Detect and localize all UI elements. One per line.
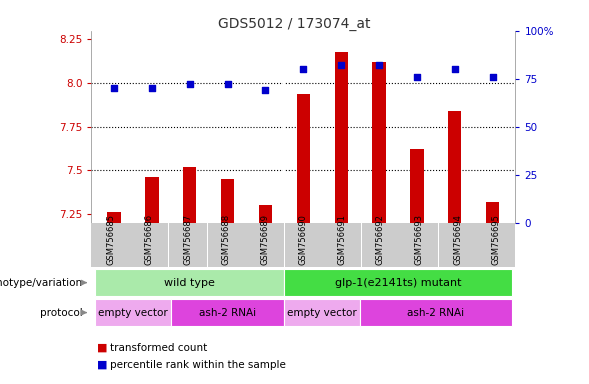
Bar: [448, 111, 461, 223]
Point: [223, 81, 232, 88]
Bar: [145, 177, 158, 223]
Text: protocol: protocol: [39, 308, 82, 318]
Point: [450, 66, 459, 72]
Bar: [335, 52, 348, 223]
Text: GDS5012 / 173074_at: GDS5012 / 173074_at: [219, 17, 370, 31]
Text: ash-2 RNAi: ash-2 RNAi: [199, 308, 256, 318]
Point: [110, 85, 119, 91]
Text: GSM756691: GSM756691: [337, 214, 346, 265]
Text: GSM756687: GSM756687: [183, 214, 192, 265]
Text: percentile rank within the sample: percentile rank within the sample: [110, 360, 286, 370]
Text: GSM756692: GSM756692: [376, 214, 385, 265]
Text: GSM756690: GSM756690: [299, 214, 308, 265]
Text: GSM756686: GSM756686: [145, 214, 154, 265]
Point: [261, 87, 270, 93]
Text: GSM756688: GSM756688: [221, 214, 231, 265]
Text: empty vector: empty vector: [98, 308, 168, 318]
Point: [185, 81, 194, 88]
Text: genotype/variation: genotype/variation: [0, 278, 82, 288]
Text: GSM756693: GSM756693: [415, 214, 423, 265]
Text: GSM756695: GSM756695: [492, 214, 501, 265]
Bar: [183, 167, 196, 223]
Text: glp-1(e2141ts) mutant: glp-1(e2141ts) mutant: [335, 278, 461, 288]
Bar: [486, 202, 499, 223]
Bar: [107, 212, 121, 223]
Bar: [297, 94, 310, 223]
Bar: [259, 205, 272, 223]
Text: GSM756689: GSM756689: [260, 214, 269, 265]
Text: transformed count: transformed count: [110, 343, 207, 353]
Point: [299, 66, 308, 72]
Text: GSM756694: GSM756694: [453, 214, 462, 265]
Text: empty vector: empty vector: [287, 308, 357, 318]
Point: [488, 74, 497, 80]
Text: ash-2 RNAi: ash-2 RNAi: [408, 308, 464, 318]
Bar: [221, 179, 234, 223]
Text: GSM756685: GSM756685: [106, 214, 115, 265]
Text: ■: ■: [97, 343, 108, 353]
Text: ■: ■: [97, 360, 108, 370]
Point: [412, 74, 422, 80]
Point: [375, 62, 384, 68]
Bar: [372, 62, 386, 223]
Point: [147, 85, 157, 91]
Point: [336, 62, 346, 68]
Bar: [411, 149, 423, 223]
Text: wild type: wild type: [164, 278, 215, 288]
